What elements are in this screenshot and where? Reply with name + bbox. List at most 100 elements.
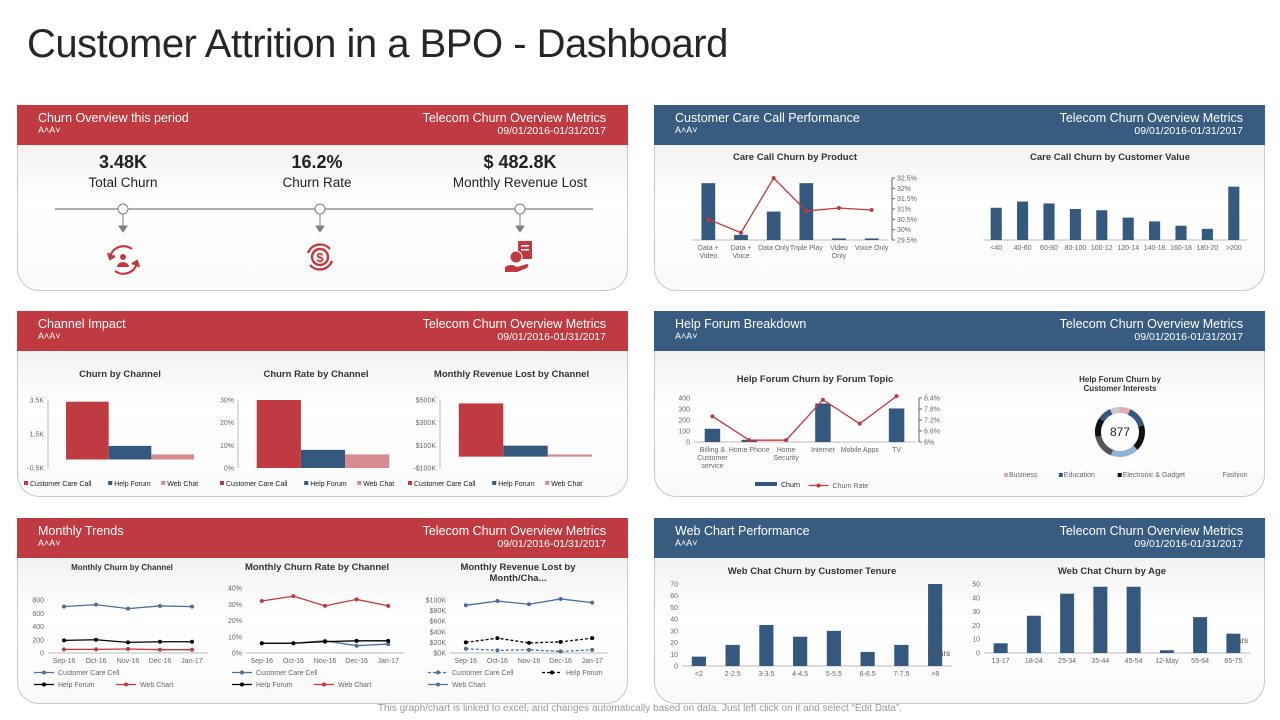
bar[interactable] (1193, 617, 1208, 653)
bar[interactable] (108, 445, 152, 460)
data-point[interactable] (354, 597, 359, 602)
data-point[interactable] (495, 599, 500, 604)
data-point[interactable] (158, 647, 162, 652)
bar[interactable] (1149, 221, 1161, 240)
bar[interactable] (1060, 593, 1075, 653)
data-point[interactable] (291, 641, 296, 646)
bar[interactable] (1175, 225, 1187, 240)
bar[interactable] (734, 234, 748, 240)
font-size-icon[interactable]: A˄A˅ (675, 538, 698, 548)
bar[interactable] (256, 400, 301, 468)
series-line[interactable] (712, 395, 897, 441)
font-size-icon[interactable]: A˄A˅ (675, 125, 698, 135)
data-point[interactable] (158, 639, 162, 644)
bar[interactable] (547, 454, 593, 457)
data-point[interactable] (558, 639, 563, 644)
bar[interactable] (1043, 203, 1055, 240)
bar[interactable] (704, 428, 721, 442)
data-point[interactable] (62, 604, 66, 609)
data-point[interactable] (354, 638, 359, 643)
data-point[interactable] (62, 638, 66, 643)
bar[interactable] (1069, 209, 1081, 240)
donut-segment[interactable] (1095, 435, 1114, 456)
bar[interactable] (990, 207, 1002, 240)
data-point[interactable] (495, 636, 500, 641)
data-point[interactable] (259, 599, 264, 603)
bar[interactable] (1026, 615, 1041, 653)
data-point[interactable] (158, 603, 162, 608)
font-size-icon[interactable]: A˄A˅ (38, 125, 61, 135)
data-point[interactable] (463, 646, 468, 651)
bar[interactable] (860, 651, 875, 666)
bar[interactable] (151, 454, 194, 460)
data-point[interactable] (259, 641, 264, 646)
bar[interactable] (1159, 650, 1174, 653)
data-point[interactable] (463, 603, 468, 608)
bar[interactable] (66, 401, 109, 460)
data-point[interactable] (354, 643, 359, 648)
bar[interactable] (1122, 217, 1134, 240)
font-size-icon[interactable]: A˄A˅ (38, 538, 61, 548)
data-point[interactable] (62, 647, 66, 652)
series-line[interactable] (465, 637, 593, 644)
bar[interactable] (503, 445, 548, 457)
donut-segment[interactable] (1133, 425, 1145, 450)
data-point[interactable] (463, 640, 468, 645)
font-size-icon[interactable]: A˄A˅ (675, 331, 698, 341)
data-point[interactable] (386, 638, 391, 643)
data-point[interactable] (527, 647, 531, 652)
data-point[interactable] (94, 602, 98, 607)
bar[interactable] (766, 211, 781, 240)
bar[interactable] (1201, 228, 1213, 240)
bar[interactable] (300, 449, 346, 468)
bar[interactable] (864, 238, 879, 240)
data-point[interactable] (706, 217, 711, 222)
data-point[interactable] (820, 397, 825, 402)
bar[interactable] (832, 238, 846, 240)
data-point[interactable] (739, 230, 743, 235)
bar[interactable] (928, 584, 943, 666)
data-point[interactable] (894, 394, 899, 399)
data-point[interactable] (747, 438, 752, 443)
data-point[interactable] (126, 640, 130, 645)
data-point[interactable] (558, 596, 563, 601)
data-point[interactable] (869, 208, 874, 213)
data-point[interactable] (94, 647, 98, 652)
series-line[interactable] (465, 648, 593, 653)
data-point[interactable] (190, 604, 194, 609)
donut-segment[interactable] (1099, 409, 1113, 422)
data-point[interactable] (190, 639, 194, 644)
data-point[interactable] (771, 176, 776, 180)
bar[interactable] (1096, 210, 1108, 240)
bar[interactable] (815, 403, 831, 443)
data-point[interactable] (386, 642, 391, 647)
data-point[interactable] (527, 602, 531, 607)
data-point[interactable] (590, 600, 595, 605)
data-point[interactable] (323, 639, 327, 644)
bar[interactable] (1228, 186, 1240, 240)
bar[interactable] (701, 183, 716, 240)
data-point[interactable] (590, 636, 595, 641)
data-point[interactable] (558, 649, 563, 654)
data-point[interactable] (710, 414, 715, 419)
data-point[interactable] (126, 647, 130, 652)
font-size-icon[interactable]: A˄A˅ (38, 331, 61, 341)
bar[interactable] (888, 408, 905, 442)
bar[interactable] (793, 636, 808, 666)
data-point[interactable] (190, 647, 194, 652)
data-point[interactable] (386, 603, 391, 608)
data-point[interactable] (527, 640, 531, 645)
data-point[interactable] (291, 594, 296, 599)
data-point[interactable] (857, 421, 862, 426)
data-point[interactable] (323, 603, 327, 608)
donut-segment[interactable] (1095, 418, 1105, 437)
donut-segment[interactable] (1119, 407, 1131, 415)
bar[interactable] (1126, 586, 1141, 653)
data-point[interactable] (804, 209, 809, 214)
bar[interactable] (1226, 633, 1241, 653)
data-point[interactable] (590, 647, 595, 652)
bar[interactable] (691, 656, 706, 666)
bar[interactable] (1093, 586, 1108, 653)
bar[interactable] (345, 454, 390, 468)
bar[interactable] (993, 643, 1008, 653)
